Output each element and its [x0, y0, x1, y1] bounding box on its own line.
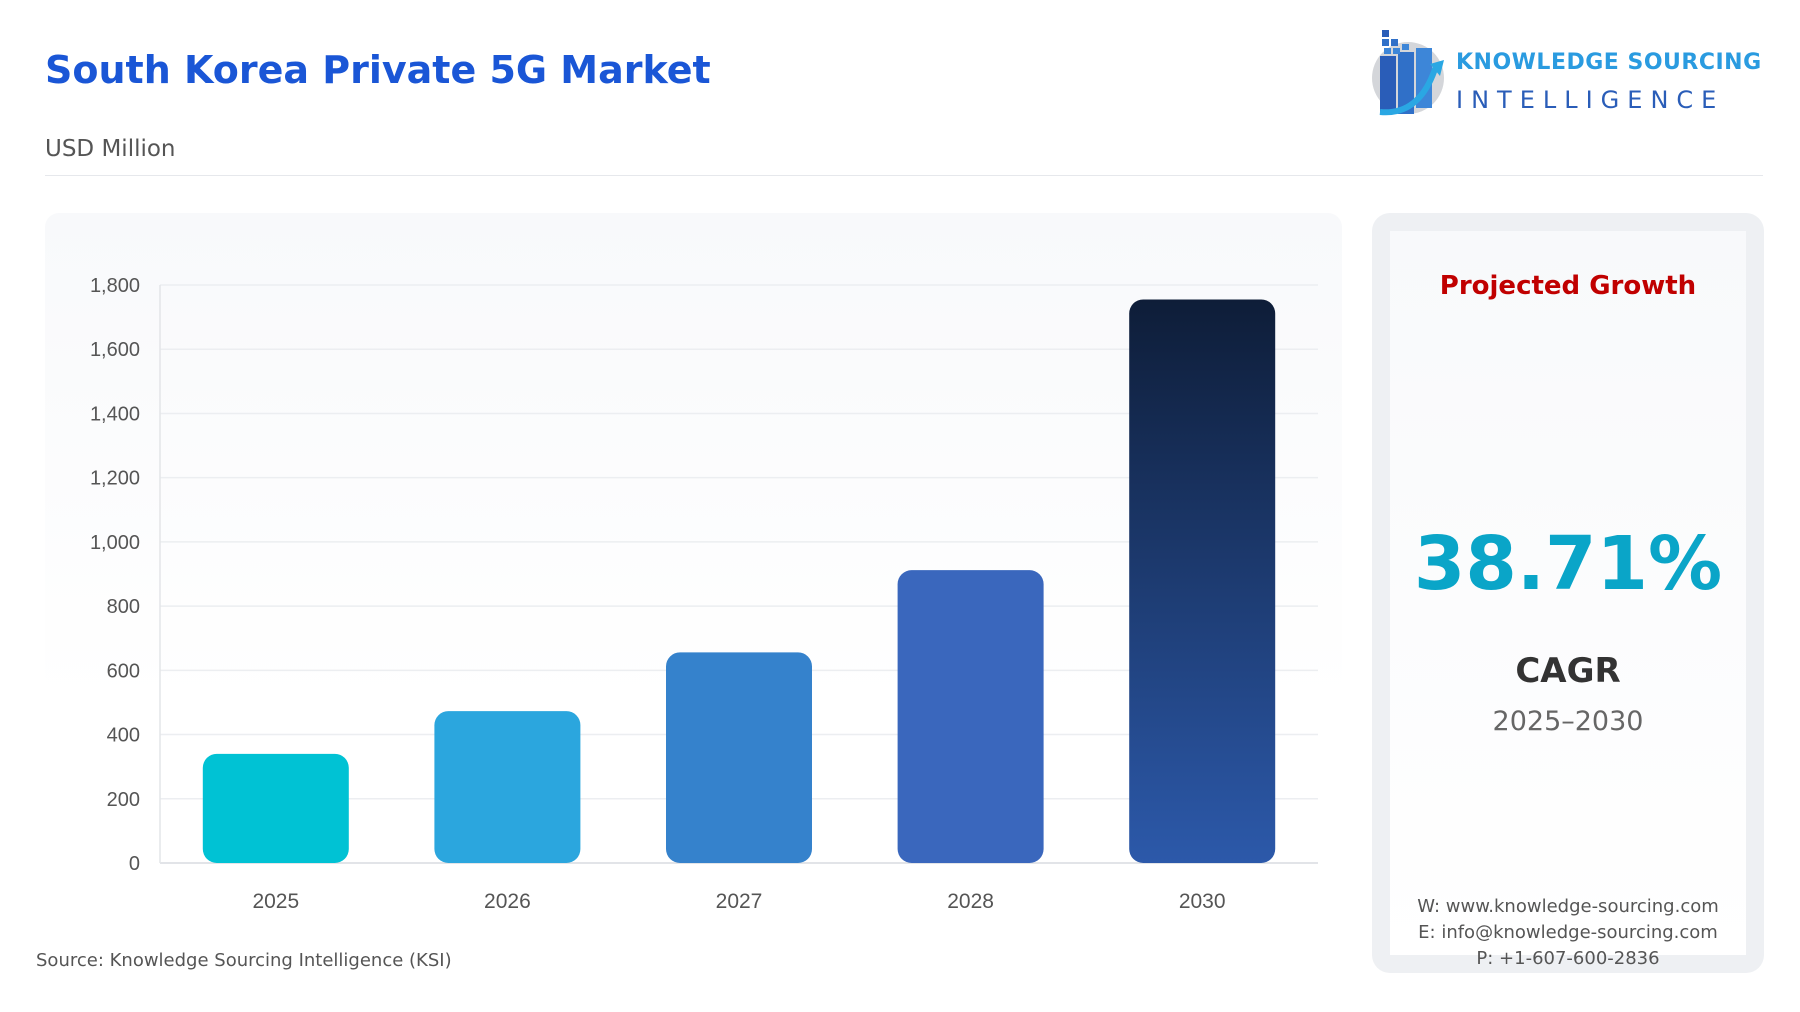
x-tick-label: 2030	[1179, 890, 1226, 913]
source-note: Source: Knowledge Sourcing Intelligence …	[36, 950, 452, 971]
y-tick-label: 400	[107, 725, 140, 747]
x-tick-label: 2026	[484, 890, 531, 913]
contact-website[interactable]: W: www.knowledge-sourcing.com	[1417, 896, 1719, 917]
y-tick-label: 600	[107, 660, 140, 682]
y-tick-label: 200	[107, 789, 140, 811]
contact-phone: P: +1-607-600-2836	[1476, 948, 1660, 969]
y-tick-label: 1,400	[90, 403, 140, 425]
growth-panel: Projected Growth 38.71% CAGR 2025–2030 W…	[1372, 213, 1764, 973]
y-tick-label: 1,000	[90, 532, 140, 554]
logo-icon	[1372, 30, 1444, 116]
contact-email[interactable]: E: info@knowledge-sourcing.com	[1418, 922, 1718, 943]
bar-2026	[434, 711, 581, 863]
cagr-period: 2025–2030	[1492, 706, 1644, 737]
bar-2027	[666, 652, 812, 863]
bar-2030	[1129, 299, 1276, 863]
x-tick-label: 2027	[716, 890, 763, 913]
logo-text: KNOWLEDGE SOURCING	[1456, 50, 1762, 75]
bar-2028	[897, 570, 1044, 863]
logo-text-sub: INTELLIGENCE	[1456, 86, 1725, 114]
y-tick-label: 0	[129, 853, 140, 875]
cagr-value: 38.71%	[1413, 521, 1723, 607]
unit-label: USD Million	[45, 136, 176, 162]
cagr-label: CAGR	[1515, 651, 1621, 691]
y-tick-label: 1,200	[90, 468, 140, 490]
chart-card: 0 200 400 600 800 1,000 1,200 1,400 1,600 1,800 20…	[45, 213, 1342, 913]
y-tick-label: 800	[107, 596, 140, 618]
bar-2025	[202, 753, 349, 863]
divider	[45, 175, 1763, 176]
bar-chart: 0 200 400 600 800 1,000 1,200 1,400 1,600 1,800 20…	[90, 275, 1318, 913]
x-tick-label: 2025	[252, 890, 299, 913]
y-tick-label: 1,800	[90, 275, 140, 297]
panel-heading: Projected Growth	[1439, 271, 1697, 301]
x-tick-label: 2028	[947, 890, 994, 913]
logo: KNOWLEDGE SOURCING INTELLIGENCE	[1370, 26, 1780, 126]
y-tick-label: 1,600	[90, 339, 140, 361]
page-title: South Korea Private 5G Market	[45, 48, 711, 92]
